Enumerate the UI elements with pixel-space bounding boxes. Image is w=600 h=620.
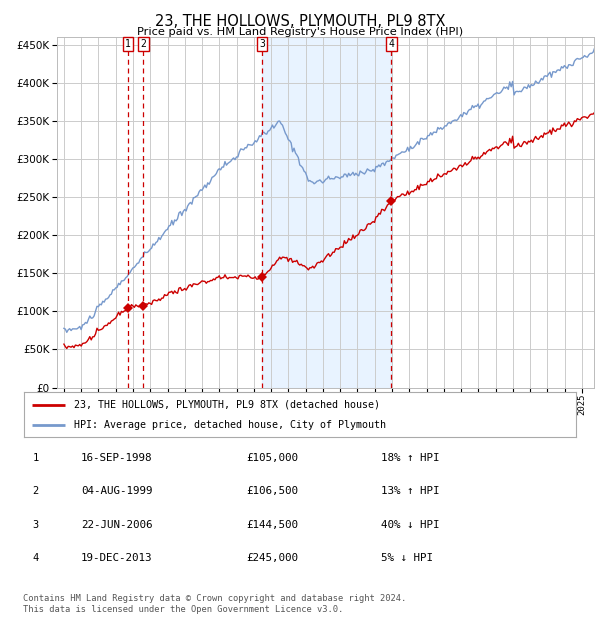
Text: 23, THE HOLLOWS, PLYMOUTH, PL9 8TX: 23, THE HOLLOWS, PLYMOUTH, PL9 8TX [155, 14, 445, 29]
Text: 3: 3 [259, 39, 265, 49]
Text: 2: 2 [140, 39, 146, 49]
Text: £105,000: £105,000 [246, 453, 298, 463]
Text: 23, THE HOLLOWS, PLYMOUTH, PL9 8TX (detached house): 23, THE HOLLOWS, PLYMOUTH, PL9 8TX (deta… [74, 399, 380, 410]
Text: 22-JUN-2006: 22-JUN-2006 [81, 520, 152, 529]
Text: 40% ↓ HPI: 40% ↓ HPI [381, 520, 439, 529]
Bar [262, 37, 391, 387]
Text: £106,500: £106,500 [246, 486, 298, 496]
Text: 4: 4 [388, 39, 394, 49]
Text: 1: 1 [32, 453, 38, 463]
Text: 19-DEC-2013: 19-DEC-2013 [81, 553, 152, 563]
Text: HPI: Average price, detached house, City of Plymouth: HPI: Average price, detached house, City… [74, 420, 386, 430]
Text: 3: 3 [32, 520, 38, 529]
Text: 13% ↑ HPI: 13% ↑ HPI [381, 486, 439, 496]
Text: 4: 4 [32, 553, 38, 563]
Text: £245,000: £245,000 [246, 553, 298, 563]
Text: 04-AUG-1999: 04-AUG-1999 [81, 486, 152, 496]
Text: £144,500: £144,500 [246, 520, 298, 529]
Text: 18% ↑ HPI: 18% ↑ HPI [381, 453, 439, 463]
Text: 16-SEP-1998: 16-SEP-1998 [81, 453, 152, 463]
Text: Price paid vs. HM Land Registry's House Price Index (HPI): Price paid vs. HM Land Registry's House … [137, 27, 463, 37]
Text: Contains HM Land Registry data © Crown copyright and database right 2024.
This d: Contains HM Land Registry data © Crown c… [23, 595, 406, 614]
Text: 1: 1 [125, 39, 131, 49]
Text: 5% ↓ HPI: 5% ↓ HPI [381, 553, 433, 563]
Text: 2: 2 [32, 486, 38, 496]
